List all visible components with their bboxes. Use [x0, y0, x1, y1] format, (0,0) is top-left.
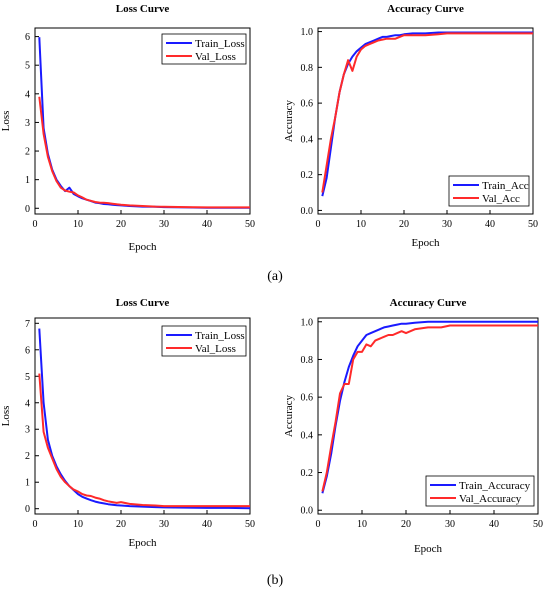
- x-tick-label: 0: [33, 219, 38, 230]
- legend-label: Val_Loss: [195, 51, 236, 63]
- x-tick-label: 30: [442, 219, 452, 230]
- y-tick-label: 1.0: [301, 27, 314, 38]
- y-axis-label: Accuracy: [283, 394, 295, 437]
- y-tick-label: 0: [25, 204, 30, 215]
- x-tick-label: 50: [245, 519, 255, 530]
- legend-box: [448, 175, 530, 207]
- y-tick-label: 2: [25, 451, 30, 462]
- legend-label: Val_Loss: [195, 343, 236, 355]
- plot-frame: [317, 317, 539, 515]
- x-axis-label: Epoch: [128, 537, 157, 549]
- plot-frame: [34, 317, 251, 515]
- y-tick-label: 0.6: [301, 99, 314, 110]
- legend-box: [425, 475, 535, 507]
- y-axis-label: Loss: [0, 406, 12, 427]
- legend-box: [161, 33, 247, 65]
- series-line-train-accuracy: [321, 320, 538, 494]
- y-tick-label: 3: [25, 425, 30, 436]
- legend-label: Val_Accuracy: [459, 493, 522, 505]
- legend-label: Train_Accuracy: [459, 480, 531, 492]
- x-tick-label: 20: [116, 219, 126, 230]
- x-tick-label: 0: [316, 219, 321, 230]
- chart-title: Accuracy Curve: [387, 3, 464, 15]
- x-tick-label: 20: [116, 519, 126, 530]
- series-line-val-loss: [38, 96, 250, 209]
- plot-frame: [317, 27, 534, 215]
- y-tick-label: 0.0: [301, 206, 314, 217]
- series-line-val-accuracy: [321, 324, 538, 492]
- x-axis-label: Epoch: [128, 241, 157, 253]
- y-tick-label: 4: [25, 398, 30, 409]
- x-tick-label: 40: [202, 219, 212, 230]
- y-axis-label: Loss: [0, 111, 12, 132]
- x-tick-label: 10: [73, 519, 83, 530]
- x-tick-label: 50: [245, 219, 255, 230]
- series-line-train-acc: [321, 31, 533, 197]
- x-tick-label: 0: [316, 519, 321, 530]
- y-tick-label: 0: [25, 504, 30, 515]
- panel-label-b: (b): [267, 573, 284, 588]
- series-line-train-loss: [38, 328, 251, 510]
- x-tick-label: 50: [528, 219, 538, 230]
- y-tick-label: 0.6: [301, 393, 314, 404]
- x-tick-label: 30: [159, 219, 169, 230]
- chart-title: Loss Curve: [116, 3, 170, 15]
- y-tick-label: 6: [25, 345, 30, 356]
- x-tick-label: 10: [73, 219, 83, 230]
- chart-title: Accuracy Curve: [390, 297, 467, 309]
- y-tick-label: 0.0: [301, 506, 314, 517]
- x-tick-label: 30: [159, 519, 169, 530]
- x-axis-label: Epoch: [414, 543, 443, 555]
- y-tick-label: 0.2: [301, 170, 314, 181]
- x-tick-label: 10: [356, 219, 366, 230]
- y-tick-label: 0.8: [301, 355, 314, 366]
- chart-title: Loss Curve: [116, 297, 170, 309]
- legend-label: Train_Loss: [195, 38, 245, 50]
- x-tick-label: 40: [489, 519, 499, 530]
- y-tick-label: 0.4: [301, 430, 314, 441]
- y-tick-label: 2: [25, 147, 30, 158]
- legend-label: Train_Acc: [482, 180, 529, 192]
- y-tick-label: 1.0: [301, 317, 314, 328]
- y-tick-label: 4: [25, 89, 30, 100]
- x-axis-label: Epoch: [411, 237, 440, 249]
- y-tick-label: 0.2: [301, 468, 314, 479]
- y-tick-label: 5: [25, 372, 30, 383]
- x-tick-label: 20: [401, 519, 411, 530]
- y-tick-label: 1: [25, 478, 30, 489]
- x-tick-label: 30: [445, 519, 455, 530]
- chart-a-loss-curve: Loss Curve 0 10 20 30 40 50 0 1 2 3 4 5 6 Epoch Loss Tra…: [0, 3, 255, 253]
- legend-label: Val_Acc: [482, 193, 520, 205]
- chart-a-accuracy-curve: Accuracy Curve 0 10 20 30 40 50 0.0 0.2 0.4 0.6 0.8…: [283, 3, 538, 249]
- y-tick-label: 0.4: [301, 134, 314, 145]
- series-line-val-acc: [321, 32, 533, 193]
- x-tick-label: 40: [485, 219, 495, 230]
- x-tick-label: 0: [33, 519, 38, 530]
- x-tick-label: 20: [399, 219, 409, 230]
- x-tick-label: 10: [357, 519, 367, 530]
- series-line-val-loss: [38, 373, 250, 508]
- x-tick-label: 50: [533, 519, 543, 530]
- y-tick-label: 6: [25, 32, 30, 43]
- panel-label-a: (a): [267, 269, 283, 284]
- y-tick-label: 7: [25, 319, 30, 330]
- x-tick-label: 40: [202, 519, 212, 530]
- chart-b-accuracy-curve: Accuracy Curve 0 10 20 30 40 50 0.0 0.2 0.4 0.6 0.8…: [283, 297, 543, 555]
- y-tick-label: 3: [25, 118, 30, 129]
- plot-frame: [34, 27, 251, 215]
- y-axis-label: Accuracy: [283, 99, 295, 142]
- chart-b-loss-curve: Loss Curve 0 10 20 30 40 50 0 1 2 3 4 5 6 7 Epoch Loss Tr…: [0, 297, 255, 549]
- legend-label: Train_Loss: [195, 330, 245, 342]
- y-tick-label: 5: [25, 61, 30, 72]
- y-tick-label: 1: [25, 175, 30, 186]
- y-tick-label: 0.8: [301, 63, 314, 74]
- legend-box: [161, 325, 247, 357]
